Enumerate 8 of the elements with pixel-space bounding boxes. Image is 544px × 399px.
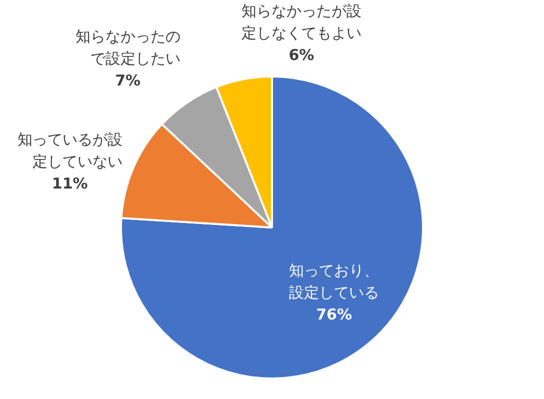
slice-label: 知っており、設定している [289,261,380,302]
data-label: 11% [52,174,88,193]
data-label: 76% [316,305,352,324]
slice-label: 知らなかったので設定したい [75,28,180,68]
data-label: 7% [115,72,141,90]
slice-label: 知らなかったが設定しなくてもよい [241,2,362,42]
data-label: 6% [288,46,314,64]
slice-label: 知っているが設定していない [17,130,122,171]
